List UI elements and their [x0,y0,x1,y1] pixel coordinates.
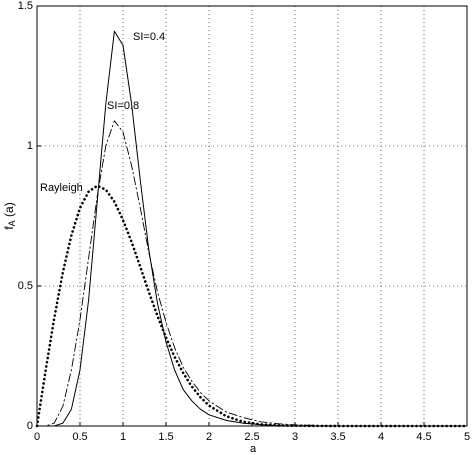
x-tick-label: 3.5 [330,431,345,443]
x-tick-label: 2.5 [244,431,259,443]
x-tick-label: 4.5 [416,431,431,443]
y-axis-label: fA (a) [2,202,17,229]
y-label-sub: A [7,220,17,226]
x-tick-label: 0.5 [72,431,87,443]
series-label: SI=0.8 [107,100,139,112]
series-label: Rayleigh [40,182,83,194]
y-label-base: f [2,226,16,230]
line-series [36,30,468,427]
y-tick-label: 1 [27,140,33,152]
y-label-rest: (a) [2,202,16,220]
line-series [36,120,468,427]
y-tick-label: 0.5 [18,280,33,292]
line-series [35,184,469,428]
x-tick-label: 3 [292,431,298,443]
series-label: SI=0.4 [133,31,165,43]
x-tick-label: 1.5 [158,431,173,443]
y-tick-label: 0 [27,420,33,432]
y-tick-label: 1.5 [18,0,33,12]
x-tick-label: 0 [34,431,40,443]
x-tick-label: 5 [464,431,470,443]
x-tick-label: 2 [206,431,212,443]
x-tick-label: 1 [120,431,126,443]
plot-frame [36,5,468,427]
x-axis-label: a [250,443,257,455]
x-tick-label: 4 [378,431,384,443]
